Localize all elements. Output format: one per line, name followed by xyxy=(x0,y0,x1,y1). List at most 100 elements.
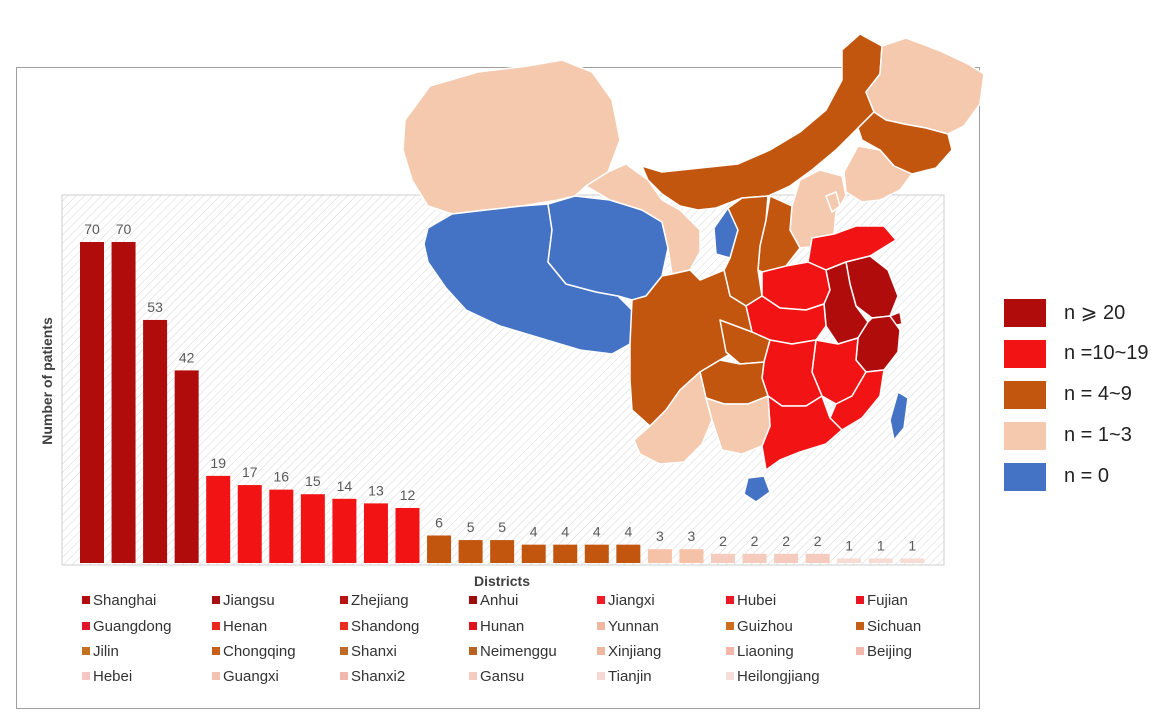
map-region-xinjiang xyxy=(402,59,621,215)
bar-guangxi xyxy=(774,553,799,563)
legend-label: Jilin xyxy=(93,643,119,660)
map-legend-label: n = 1~3 xyxy=(1064,424,1132,446)
bar-data-label: 2 xyxy=(814,533,822,549)
map-region-taiwan xyxy=(889,391,909,441)
map-legend-item: n = 0 xyxy=(1004,456,1170,497)
bar-fujian xyxy=(269,489,294,563)
legend-label: Anhui xyxy=(480,592,518,609)
category-legend: Shanghai Jiangsu Zhejiang Anhui Jiangxi Hubei… xyxy=(82,592,921,685)
bar-data-label: 70 xyxy=(116,221,132,237)
legend-swatch xyxy=(340,596,348,604)
legend-label: Guangxi xyxy=(223,668,279,685)
legend-swatch xyxy=(856,596,864,604)
map-legend-swatch xyxy=(1004,421,1046,450)
bar-data-label: 16 xyxy=(274,469,290,485)
bar-data-label: 4 xyxy=(624,524,632,540)
bar-jiangsu xyxy=(111,242,136,563)
bar-guangdong xyxy=(300,494,325,563)
bar-henan xyxy=(332,498,357,563)
legend-swatch xyxy=(597,647,605,655)
legend-label: Heilongjiang xyxy=(737,668,820,685)
legend-label: Zhejiang xyxy=(351,592,409,609)
map-region-liaoning xyxy=(843,145,913,203)
legend-label: Shanghai xyxy=(93,592,156,609)
legend-label: Jiangxi xyxy=(608,592,655,609)
y-axis-label: Number of patients xyxy=(39,317,55,445)
map-legend-label: n =10~19 xyxy=(1064,342,1149,364)
legend-swatch xyxy=(340,672,348,680)
bar-data-label: 14 xyxy=(337,478,353,494)
bar-data-label: 1 xyxy=(877,537,885,553)
bars-group xyxy=(80,242,925,563)
bar-shanxi2 xyxy=(805,553,830,563)
map-legend-swatch xyxy=(1004,339,1046,368)
bar-liaoning xyxy=(679,549,704,563)
map-legend-item: n = 1~3 xyxy=(1004,415,1170,456)
map-legend-swatch xyxy=(1004,462,1046,491)
legend-swatch xyxy=(212,647,220,655)
legend-label: Hebei xyxy=(93,668,132,685)
legend-swatch xyxy=(212,596,220,604)
legend-label: Xinjiang xyxy=(608,643,661,660)
bar-labels-group: 70 70 53 42 19 17 16 15 14 13 12 6 5 5 4 4 4 4 3 3 2 2 2 2 1 1 1 xyxy=(84,221,916,553)
map-legend-swatch xyxy=(1004,380,1046,409)
legend-label: Tianjin xyxy=(608,668,652,685)
legend-swatch xyxy=(469,672,477,680)
legend-swatch xyxy=(726,596,734,604)
legend-swatch xyxy=(856,647,864,655)
legend-label: Guangdong xyxy=(93,618,171,635)
bar-data-label: 1 xyxy=(845,537,853,553)
bar-shanxi xyxy=(584,544,609,563)
bar-data-label: 3 xyxy=(656,528,664,544)
bar-shanghai xyxy=(80,242,104,563)
legend-swatch xyxy=(82,672,90,680)
bar-data-label: 2 xyxy=(719,533,727,549)
legend-label: Liaoning xyxy=(737,643,794,660)
legend-label: Fujian xyxy=(867,592,908,609)
legend-label: Neimenggu xyxy=(480,643,557,660)
bar-data-label: 4 xyxy=(593,524,601,540)
legend-swatch xyxy=(726,672,734,680)
legend-label: Shandong xyxy=(351,618,419,635)
bar-data-label: 4 xyxy=(530,524,538,540)
bar-data-label: 70 xyxy=(84,221,100,237)
bar-data-label: 17 xyxy=(242,464,258,480)
legend-label: Shanxi2 xyxy=(351,668,405,685)
map-legend-item: n = 4~9 xyxy=(1004,374,1170,415)
bar-chongqing xyxy=(553,544,578,563)
bar-anhui xyxy=(174,370,199,563)
bar-data-label: 2 xyxy=(751,533,759,549)
map-region-hunan xyxy=(761,339,823,407)
bar-yunnan xyxy=(427,535,452,563)
legend-label: Chongqing xyxy=(223,643,296,660)
bar-shandong xyxy=(363,503,388,563)
bar-data-label: 42 xyxy=(179,349,195,365)
legend-swatch xyxy=(469,647,477,655)
map-region-yunnan xyxy=(633,371,713,465)
bar-data-label: 53 xyxy=(147,299,163,315)
x-axis-label: Districts xyxy=(474,573,530,589)
bar-zhejiang xyxy=(143,319,168,563)
legend-swatch xyxy=(597,596,605,604)
bar-data-label: 5 xyxy=(498,519,506,535)
bar-jiangxi xyxy=(206,475,231,563)
legend-label: Hubei xyxy=(737,592,776,609)
legend-swatch xyxy=(597,672,605,680)
bar-jilin xyxy=(521,544,546,563)
legend-label: Sichuan xyxy=(867,618,921,635)
bar-data-label: 1 xyxy=(908,537,916,553)
chart-svg: 70 70 53 42 19 17 16 15 14 13 12 6 5 5 4 4 4 4 3 3 2 2 2 2 1 1 1 N… xyxy=(39,33,985,685)
map-legend: n ⩾ 20 n =10~19 n = 4~9 n = 1~3 n = 0 xyxy=(1004,292,1170,497)
map-region-hainan xyxy=(743,475,771,503)
legend-swatch xyxy=(726,647,734,655)
bar-beijing xyxy=(711,553,735,563)
bar-data-label: 4 xyxy=(561,524,569,540)
bar-tianjin xyxy=(868,558,893,563)
map-region-gansu xyxy=(585,163,701,275)
bar-data-label: 19 xyxy=(210,455,226,471)
legend-label: Guizhou xyxy=(737,618,793,635)
legend-swatch xyxy=(82,622,90,630)
legend-swatch xyxy=(340,647,348,655)
map-legend-item: n ⩾ 20 xyxy=(1004,292,1170,333)
bar-gansu xyxy=(837,558,862,563)
